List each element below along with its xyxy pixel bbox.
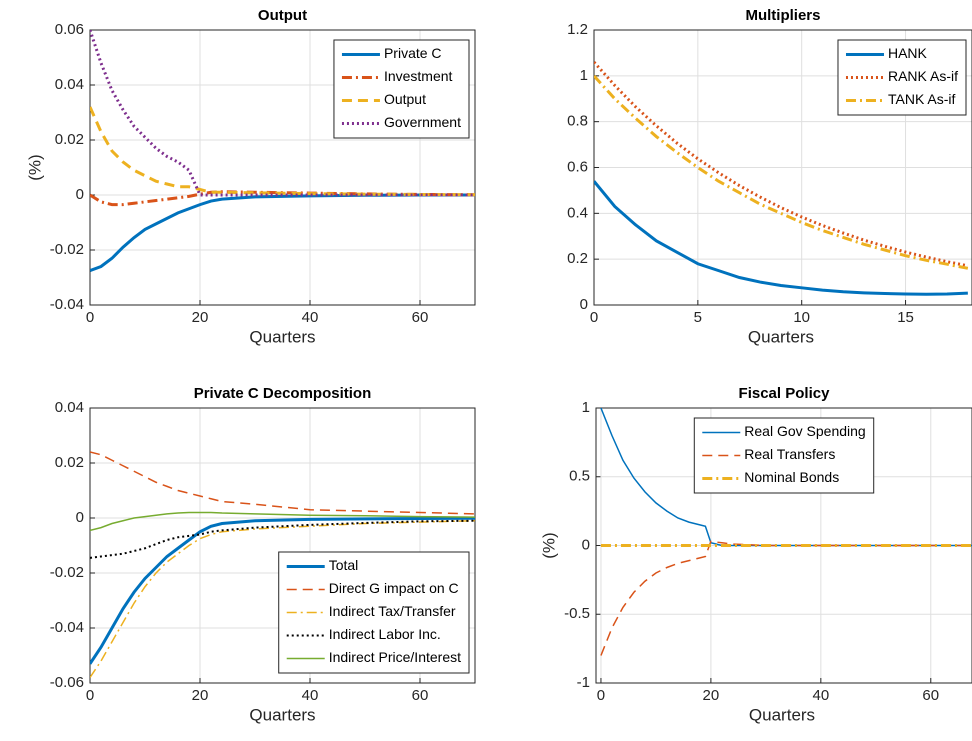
- legend-label: Real Transfers: [744, 446, 835, 462]
- x-tick-label: 40: [302, 687, 319, 704]
- legend-label: Output: [384, 91, 426, 107]
- legend: HANK RANK As-if TANK As-if: [837, 39, 967, 116]
- x-tick-label: 0: [590, 309, 598, 326]
- x-axis-label: Quarters: [748, 327, 814, 346]
- y-axis-label: (%): [540, 532, 559, 558]
- y-tick-label: 0.04: [55, 399, 84, 416]
- axes-box: [89, 407, 476, 684]
- y-tick-label: 0.4: [567, 204, 588, 221]
- series-line: [90, 520, 475, 678]
- y-tick-label: -1: [577, 674, 590, 691]
- legend-label: Indirect Price/Interest: [329, 649, 461, 665]
- y-tick-label: -0.04: [50, 296, 84, 313]
- y-tick-label: 0.2: [567, 250, 588, 267]
- legend-label: Direct G impact on C: [329, 580, 459, 596]
- x-tick-label: 5: [694, 309, 702, 326]
- legend-box: [333, 39, 470, 139]
- panel: -0.06 -0.04 -0.02 0 0.02 0.04 0 20 40 60 Private C…: [50, 385, 476, 724]
- legend-label: Total: [329, 557, 359, 573]
- panel: 0 0.2 0.4 0.6 0.8 1 1.2 0 5 10 15 Multipliers Quarte…: [567, 7, 972, 346]
- chart-title: Private C Decomposition: [194, 385, 372, 402]
- y-tick-label: 0: [76, 186, 84, 203]
- panel: -0.04 -0.02 0 0.02 0.04 0.06 0 20 40 60 Output Quar…: [25, 7, 476, 346]
- series-line: [90, 519, 475, 559]
- series-line: [594, 74, 969, 270]
- x-tick-label: 60: [412, 687, 429, 704]
- series-line: [594, 180, 968, 296]
- y-tick-label: -0.04: [50, 619, 84, 636]
- axes-box: [595, 407, 972, 684]
- series-line: [600, 540, 972, 656]
- legend-label: Nominal Bonds: [744, 469, 839, 485]
- chart-title: Output: [258, 7, 307, 24]
- x-axis-label: Quarters: [249, 705, 315, 724]
- x-tick-label: 0: [86, 309, 94, 326]
- legend-label: HANK: [888, 45, 928, 61]
- y-tick-label: 0: [76, 509, 84, 526]
- x-axis-label: Quarters: [249, 327, 315, 346]
- chart-title: Multipliers: [745, 7, 820, 24]
- series-line: [90, 516, 475, 665]
- series-line: [90, 511, 475, 532]
- y-tick-label: -0.02: [50, 241, 84, 258]
- x-tick-label: 40: [302, 309, 319, 326]
- x-tick-label: 20: [192, 687, 209, 704]
- y-tick-label: 0.06: [55, 21, 84, 38]
- series-line: [90, 451, 475, 515]
- y-axis-label: (%): [25, 154, 44, 180]
- x-tick-label: 20: [703, 687, 720, 704]
- y-tick-label: 0.5: [569, 468, 590, 485]
- y-tick-label: -0.06: [50, 674, 84, 691]
- y-tick-label: 0: [582, 536, 590, 553]
- series-line: [90, 106, 475, 197]
- legend-label: Investment: [384, 68, 453, 84]
- x-tick-label: 20: [192, 309, 209, 326]
- legend-label: Indirect Labor Inc.: [329, 626, 441, 642]
- y-tick-label: 1: [582, 399, 590, 416]
- x-tick-label: 40: [812, 687, 829, 704]
- legend: Real Gov Spending Real Transfers Nominal B…: [693, 417, 875, 494]
- legend: Total Direct G impact on C Indirect Tax/Tr…: [278, 551, 470, 674]
- legend-label: Private C: [384, 45, 442, 61]
- legend-label: Government: [384, 114, 461, 130]
- series-line: [90, 30, 475, 197]
- legend-label: Indirect Tax/Transfer: [329, 603, 456, 619]
- legend: Private C Investment Output Government: [333, 39, 470, 139]
- x-axis-label: Quarters: [749, 705, 815, 724]
- y-tick-label: -0.02: [50, 564, 84, 581]
- chart-title: Fiscal Policy: [739, 385, 831, 402]
- series-line: [594, 61, 969, 268]
- series-line: [90, 193, 475, 273]
- legend-label: Real Gov Spending: [744, 423, 865, 439]
- y-tick-label: 0.8: [567, 113, 588, 130]
- y-tick-label: 0.02: [55, 131, 84, 148]
- panel: -1 -0.5 0 0.5 1 0 20 40 60 Fiscal Policy Quarters (…: [540, 385, 972, 724]
- y-tick-label: 1.2: [567, 21, 588, 38]
- y-tick-label: 0.04: [55, 76, 84, 93]
- y-tick-label: -0.5: [564, 605, 590, 622]
- x-tick-label: 10: [793, 309, 810, 326]
- y-tick-label: 0.6: [567, 158, 588, 175]
- x-tick-label: 60: [922, 687, 939, 704]
- y-tick-label: 0.02: [55, 454, 84, 471]
- y-tick-label: 1: [580, 67, 588, 84]
- x-tick-label: 0: [86, 687, 94, 704]
- x-tick-label: 15: [897, 309, 914, 326]
- y-tick-label: 0: [580, 296, 588, 313]
- axes-box: [89, 29, 476, 306]
- x-tick-label: 0: [597, 687, 605, 704]
- legend-label: TANK As-if: [888, 91, 956, 107]
- legend-box: [837, 39, 967, 116]
- legend-label: RANK As-if: [888, 68, 958, 84]
- axes-box: [593, 29, 972, 306]
- x-tick-label: 60: [412, 309, 429, 326]
